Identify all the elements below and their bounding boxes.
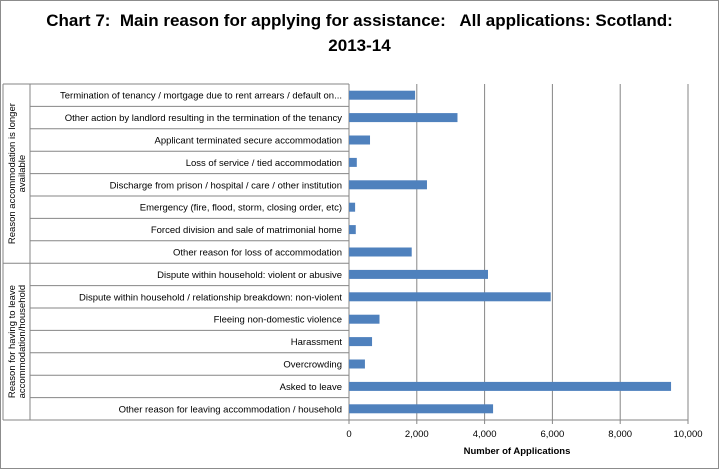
group-label: Reason for having to leaveaccommodation/…: [7, 285, 28, 399]
bar: [349, 314, 380, 324]
group-label-line: accommodation/household: [17, 285, 28, 399]
group-label-line: available: [17, 155, 28, 193]
chart-title-line-1: Chart 7: Main reason for applying for as…: [46, 11, 673, 30]
category-label: Dispute within household: violent or abu…: [157, 270, 342, 281]
chart-title: Chart 7: Main reason for applying for as…: [0, 8, 719, 58]
bar: [349, 157, 357, 167]
x-tick-label: 8,000: [608, 429, 632, 440]
category-label: Asked to leave: [280, 382, 342, 393]
x-tick-label: 6,000: [541, 429, 565, 440]
category-label: Dispute within household / relationship …: [79, 292, 342, 303]
category-label: Emergency (fire, flood, storm, closing o…: [140, 203, 342, 214]
category-label: Termination of tenancy / mortgage due to…: [60, 91, 342, 102]
group-label: Reason accommodation is longeravailable: [7, 103, 28, 244]
category-label: Other reason for leaving accommodation /…: [119, 404, 342, 415]
category-label: Discharge from prison / hospital / care …: [110, 180, 342, 191]
bar: [349, 202, 356, 212]
x-tick-label: 4,000: [473, 429, 497, 440]
chart-title-line-2: 2013-14: [328, 36, 391, 55]
category-label: Other reason for loss of accommodation: [173, 248, 342, 259]
bar: [349, 225, 356, 235]
category-label: Other action by landlord resulting in th…: [65, 113, 342, 124]
category-label: Overcrowding: [283, 360, 342, 371]
bar: [349, 247, 412, 257]
bar: [349, 292, 551, 302]
bar: [349, 135, 371, 145]
category-label: Forced division and sale of matrimonial …: [151, 225, 342, 236]
bar: [349, 269, 488, 279]
bar: [349, 359, 365, 369]
category-label: Harassment: [291, 337, 343, 348]
x-tick-label: 2,000: [405, 429, 429, 440]
bar: [349, 180, 427, 190]
bar: [349, 90, 416, 100]
x-tick-label: 10,000: [673, 429, 702, 440]
bar: [349, 404, 494, 414]
group-label-line: Reason accommodation is longer: [7, 103, 18, 244]
x-tick-label: 0: [346, 429, 351, 440]
category-label: Applicant terminated secure accommodatio…: [155, 136, 342, 147]
category-label: Loss of service / tied accommodation: [186, 158, 342, 169]
bar: [349, 337, 373, 347]
group-label-line: Reason for having to leave: [7, 285, 18, 398]
x-axis-title: Number of Applications: [464, 446, 571, 457]
bar: [349, 113, 458, 123]
bar: [349, 381, 672, 391]
category-label: Fleeing non-domestic violence: [214, 315, 342, 326]
